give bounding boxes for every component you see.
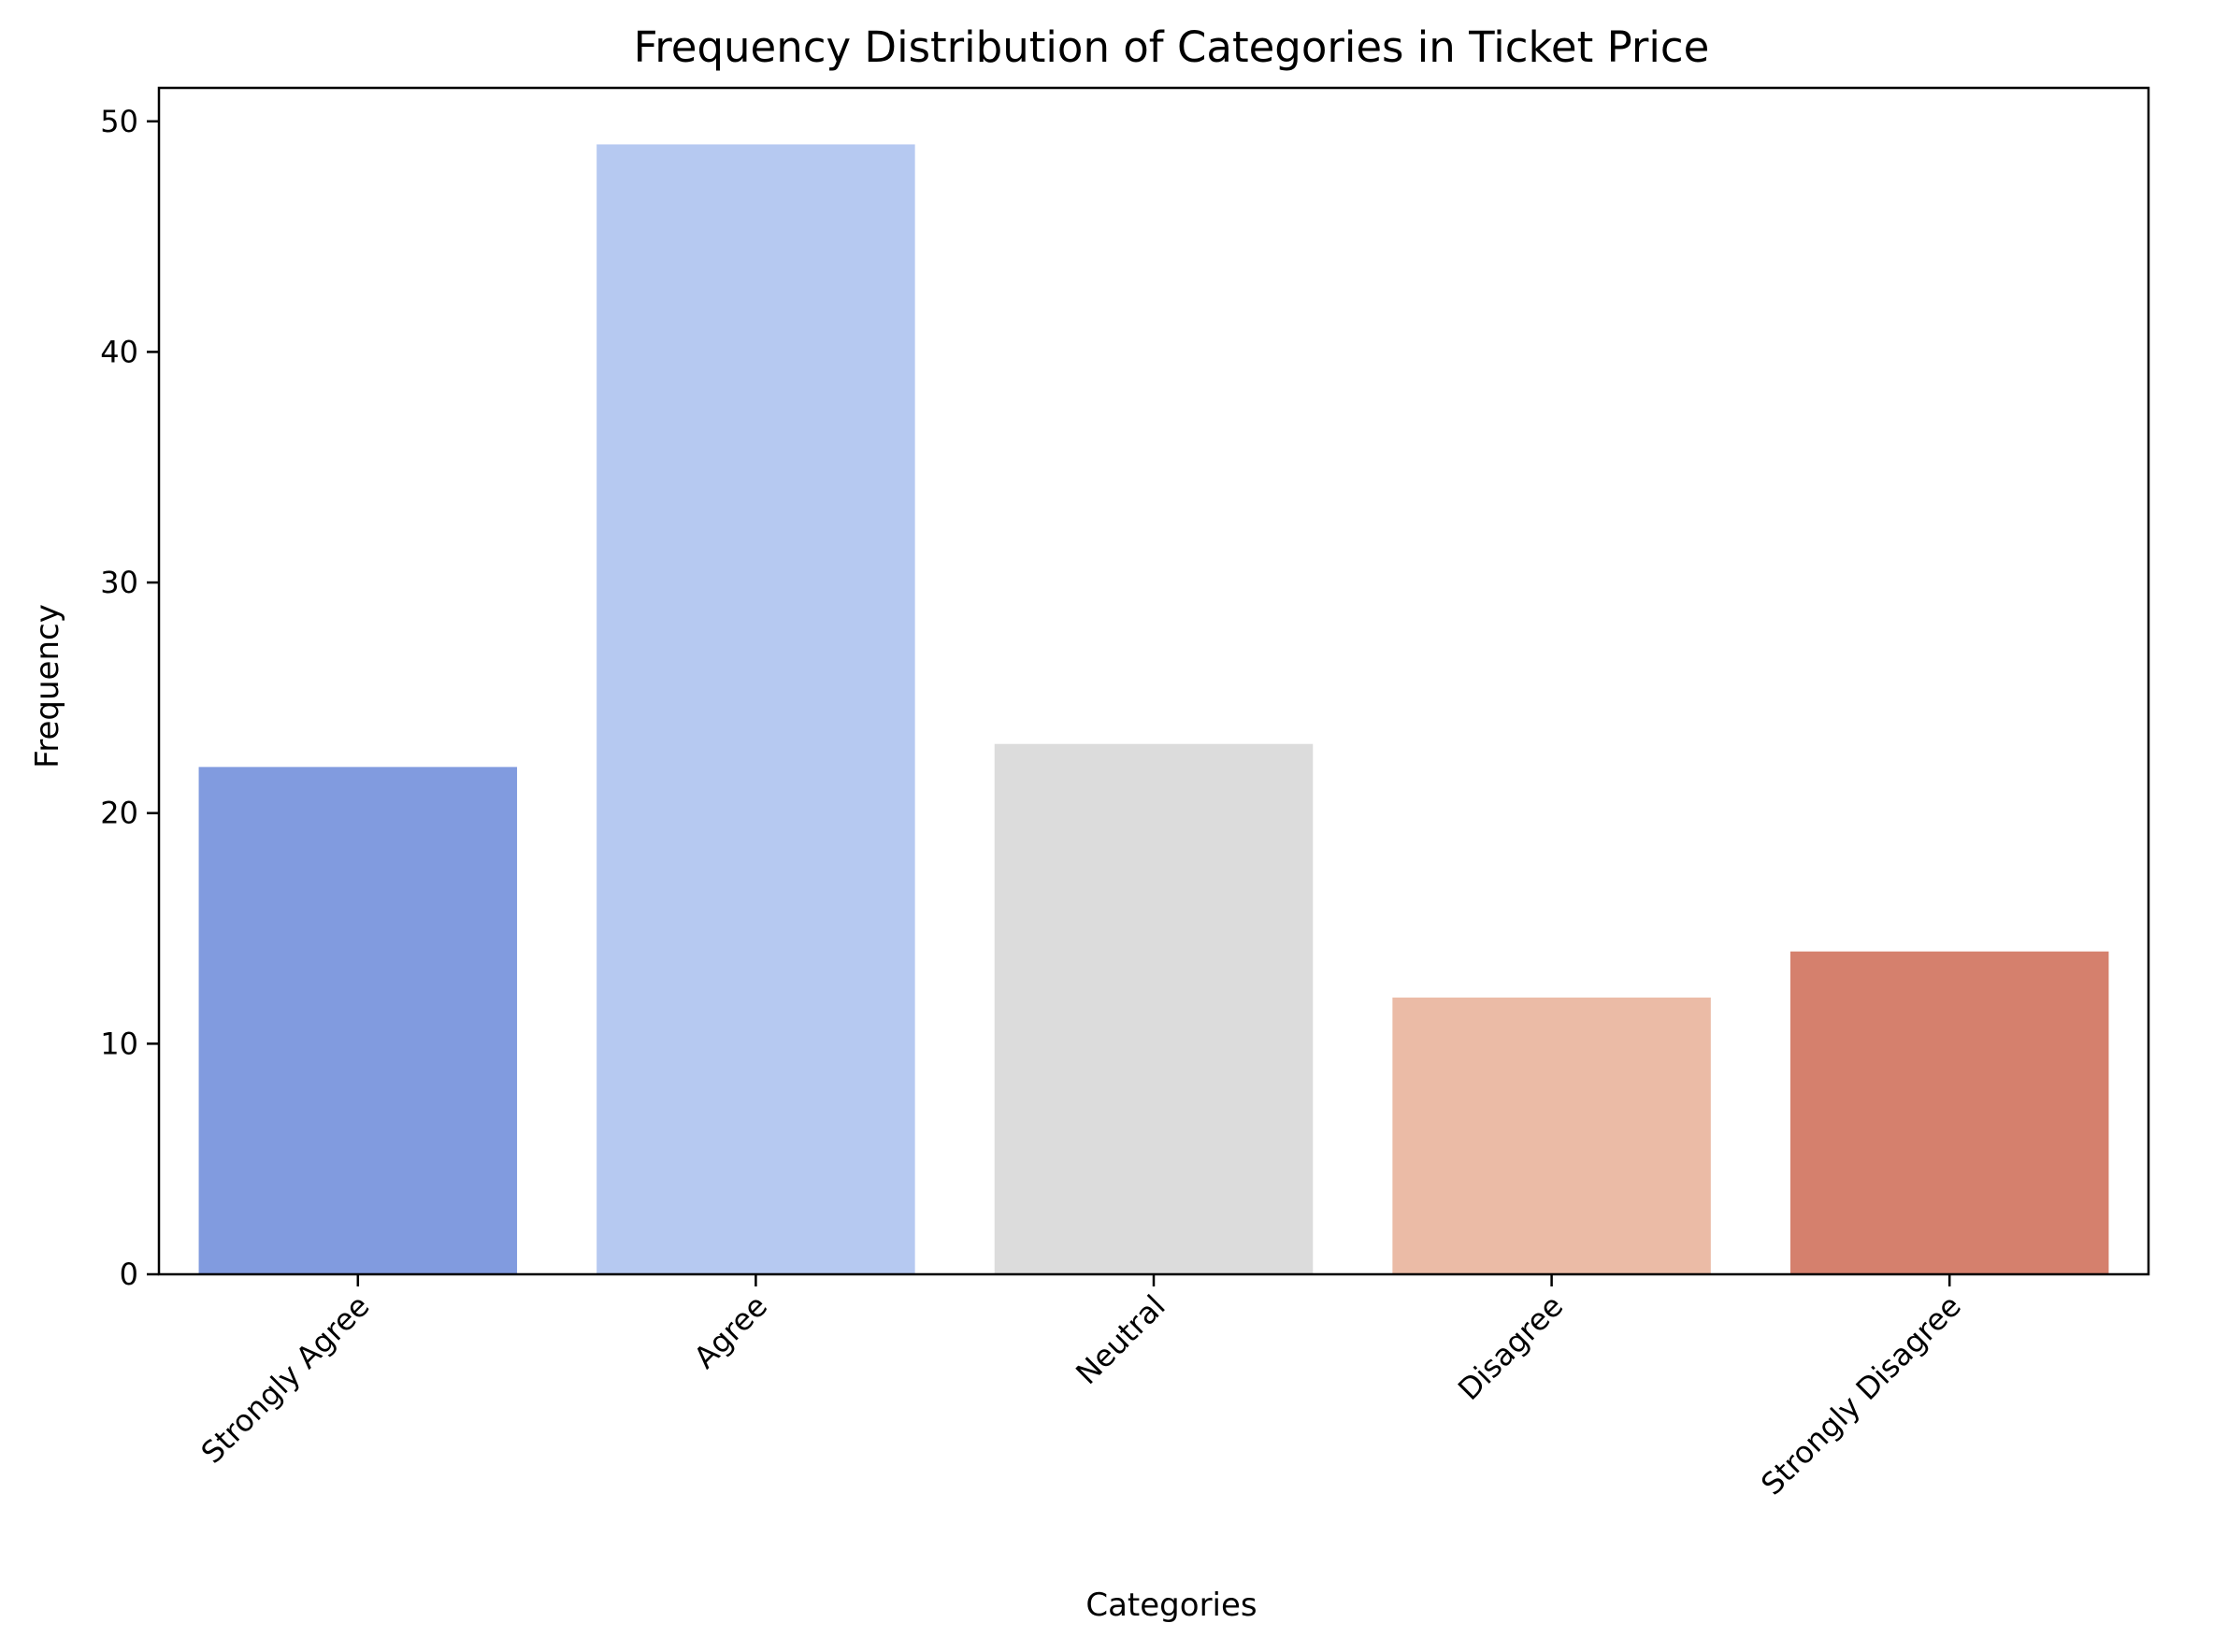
bar-neutral (994, 743, 1314, 1274)
y-axis-title: Frequency (29, 604, 66, 769)
x-axis-title: Categories (1085, 1587, 1257, 1624)
bar-disagree (1392, 998, 1711, 1274)
y-tick-label: 50 (100, 104, 138, 139)
x-tick-label: Agree (687, 1288, 774, 1375)
chart-title: Frequency Distribution of Categories in … (634, 22, 1710, 72)
y-tick-label: 0 (120, 1257, 138, 1292)
x-tick-label: Strongly Disagree (1754, 1288, 1968, 1502)
y-tick-label: 40 (100, 334, 138, 369)
bar-strongly-agree (198, 767, 518, 1274)
y-tick-label: 10 (100, 1026, 138, 1061)
plot-frame (157, 86, 2150, 1276)
bar-agree (596, 144, 915, 1274)
x-tick-label: Disagree (1451, 1288, 1570, 1407)
x-tick-label: Strongly Agree (194, 1288, 377, 1471)
y-tick-label: 20 (100, 796, 138, 831)
x-axis-ticks: Strongly Agree Agree Neutral Disagree Strong… (194, 1274, 1968, 1501)
y-tick-label: 30 (100, 565, 138, 600)
bars-group (198, 144, 2109, 1274)
bar-strongly-disagree (1789, 951, 2109, 1274)
y-axis-ticks: 0 10 20 30 40 50 (100, 104, 159, 1292)
x-tick-label: Neutral (1069, 1288, 1171, 1391)
